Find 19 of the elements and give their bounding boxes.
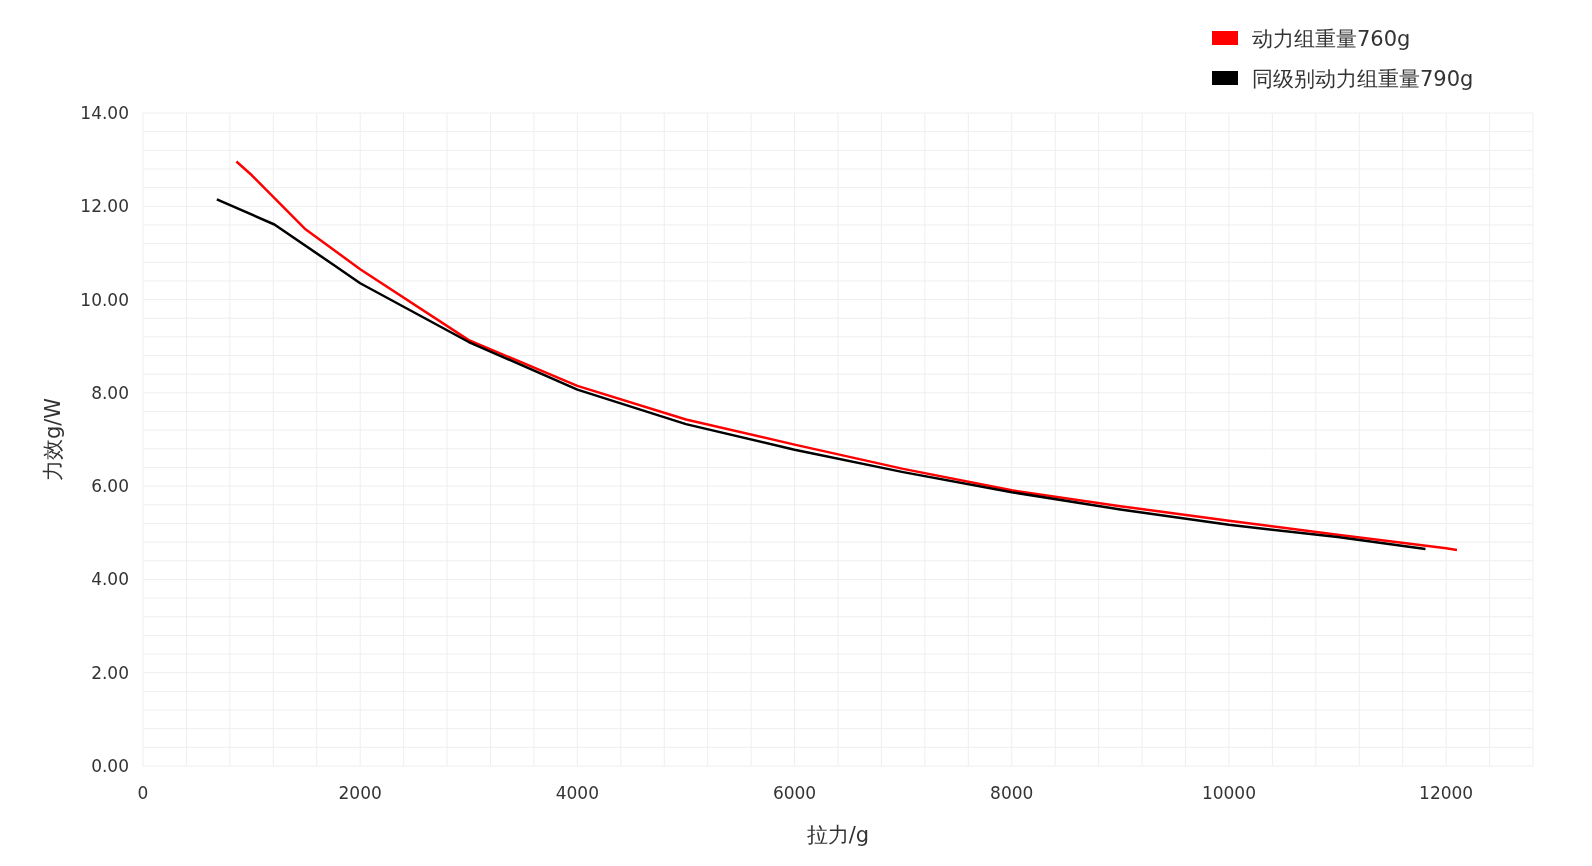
legend-label: 同级别动力组重量790g xyxy=(1252,67,1474,91)
legend-label: 动力组重量760g xyxy=(1252,27,1411,51)
x-tick-label: 2000 xyxy=(338,783,382,803)
x-tick-label: 12000 xyxy=(1419,783,1474,803)
y-tick-label: 10.00 xyxy=(80,289,129,310)
y-axis-title: 力效g/W xyxy=(41,397,65,482)
y-tick-label: 6.00 xyxy=(91,476,129,497)
x-axis-title: 拉力/g xyxy=(806,823,870,847)
y-tick-label: 14.00 xyxy=(80,103,129,123)
y-tick-label: 2.00 xyxy=(91,662,129,683)
x-tick-label: 0 xyxy=(137,783,149,803)
x-tick-label: 8000 xyxy=(990,783,1034,803)
y-tick-label: 12.00 xyxy=(80,196,129,217)
x-tick-label: 6000 xyxy=(772,783,817,803)
x-tick-label: 4000 xyxy=(555,783,600,803)
y-tick-label: 0.00 xyxy=(91,756,129,776)
x-tick-label: 10000 xyxy=(1201,783,1256,803)
y-tick-label: 4.00 xyxy=(91,569,129,590)
y-tick-label: 8.00 xyxy=(91,382,129,403)
